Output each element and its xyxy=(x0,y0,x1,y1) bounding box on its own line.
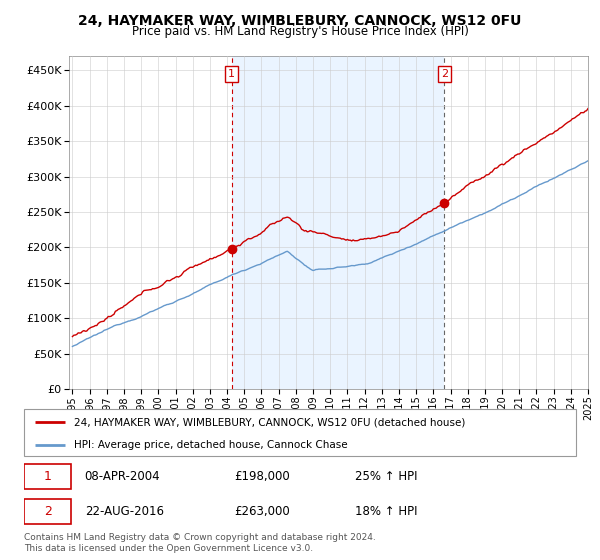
Text: 08-APR-2004: 08-APR-2004 xyxy=(85,470,160,483)
Text: 24, HAYMAKER WAY, WIMBLEBURY, CANNOCK, WS12 0FU (detached house): 24, HAYMAKER WAY, WIMBLEBURY, CANNOCK, W… xyxy=(74,417,465,427)
Text: 1: 1 xyxy=(44,470,52,483)
FancyBboxPatch shape xyxy=(24,409,576,456)
Text: £198,000: £198,000 xyxy=(234,470,290,483)
Text: 25% ↑ HPI: 25% ↑ HPI xyxy=(355,470,418,483)
Text: 18% ↑ HPI: 18% ↑ HPI xyxy=(355,505,418,518)
Text: 1: 1 xyxy=(228,69,235,79)
FancyBboxPatch shape xyxy=(24,499,71,524)
FancyBboxPatch shape xyxy=(24,464,71,489)
Text: Contains HM Land Registry data © Crown copyright and database right 2024.
This d: Contains HM Land Registry data © Crown c… xyxy=(24,533,376,553)
Text: 2: 2 xyxy=(441,69,448,79)
Text: 2: 2 xyxy=(44,505,52,518)
Text: HPI: Average price, detached house, Cannock Chase: HPI: Average price, detached house, Cann… xyxy=(74,440,347,450)
Bar xyxy=(232,56,445,389)
Text: Price paid vs. HM Land Registry's House Price Index (HPI): Price paid vs. HM Land Registry's House … xyxy=(131,25,469,38)
Text: £263,000: £263,000 xyxy=(234,505,290,518)
Text: 22-AUG-2016: 22-AUG-2016 xyxy=(85,505,164,518)
Text: 24, HAYMAKER WAY, WIMBLEBURY, CANNOCK, WS12 0FU: 24, HAYMAKER WAY, WIMBLEBURY, CANNOCK, W… xyxy=(79,14,521,28)
